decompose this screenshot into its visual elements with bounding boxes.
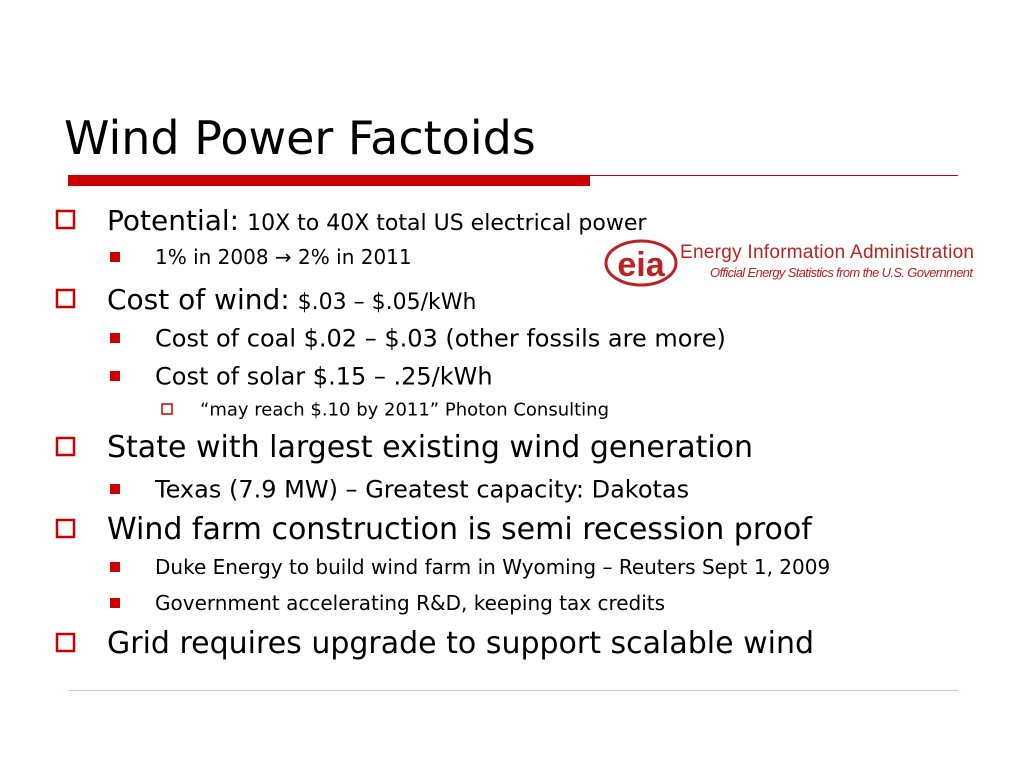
bullet-text: State with largest existing wind generat… xyxy=(107,430,753,465)
logo-ring xyxy=(604,239,678,287)
square-bullet xyxy=(110,484,120,494)
hollow-square-bullet xyxy=(55,209,76,230)
logo-name: Energy Information Administration xyxy=(680,242,974,263)
sub-bullet-text: Government accelerating R&D, keeping tax… xyxy=(155,591,665,615)
square-bullet xyxy=(110,252,120,262)
sub-bullet-text: 1% in 2008 → 2% in 2011 xyxy=(155,245,412,269)
square-bullet xyxy=(110,371,120,381)
bullet-text: Cost of wind: $.03 – $.05/kWh xyxy=(107,283,476,316)
sub-bullet-text: Cost of solar $.15 – .25/kWh xyxy=(155,363,493,391)
slide-title: Wind Power Factoids xyxy=(64,111,536,165)
bullet-main: Grid requires upgrade to support scalabl… xyxy=(107,626,814,661)
sub-bullet-text: Texas (7.9 MW) – Greatest capacity: Dako… xyxy=(154,476,689,504)
square-bullet xyxy=(110,333,120,343)
bullet-main: State with largest existing wind generat… xyxy=(107,430,753,465)
bullet-text: Grid requires upgrade to support scalabl… xyxy=(107,626,814,661)
bullet-text: Wind farm construction is semi recession… xyxy=(107,512,813,547)
hollow-square-sub-bullet xyxy=(161,403,173,415)
bullet-detail: 10X to 40X total US electrical power xyxy=(247,211,647,236)
square-bullet xyxy=(110,562,120,572)
sub-bullet-text: Duke Energy to build wind farm in Wyomin… xyxy=(155,555,830,579)
title-bar xyxy=(68,175,590,186)
hollow-square-bullet xyxy=(55,436,76,457)
logo-tagline: Official Energy Statistics from the U.S.… xyxy=(710,265,974,280)
hollow-square-bullet xyxy=(55,632,76,653)
bullet-label: Cost of wind: xyxy=(107,283,290,316)
square-bullet xyxy=(110,598,120,608)
bullet-main: Wind farm construction is semi recession… xyxy=(107,512,813,547)
hollow-square-bullet xyxy=(55,518,76,539)
eia-logo: eia Energy Information Administration Of… xyxy=(604,239,974,287)
bullet-label: Potential: xyxy=(107,204,239,237)
sub-sub-bullet-text: “may reach $.10 by 2011” Photon Consulti… xyxy=(200,399,609,420)
logo-mark: eia xyxy=(617,246,665,284)
bullet-text: Potential: 10X to 40X total US electrical… xyxy=(107,204,647,237)
sub-bullet-text: Cost of coal $.02 – $.03 (other fossils … xyxy=(155,325,726,353)
bullet-detail: $.03 – $.05/kWh xyxy=(298,290,477,315)
hollow-square-bullet xyxy=(55,288,76,309)
